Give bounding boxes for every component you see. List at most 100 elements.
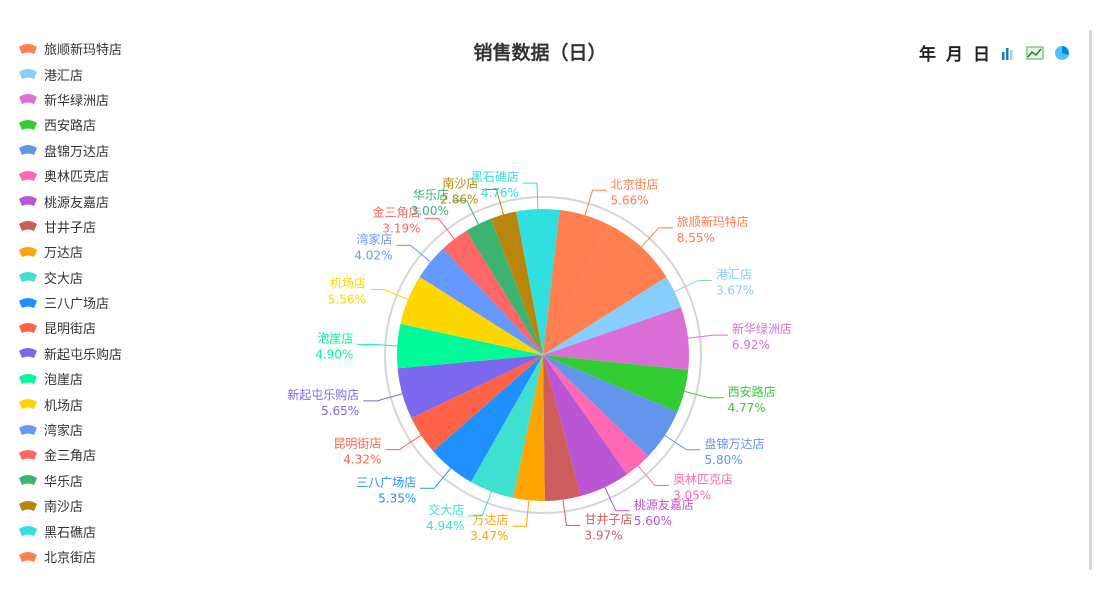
legend-label: 盘锦万达店 <box>44 144 110 160</box>
legend-label: 北京街店 <box>44 551 97 566</box>
pie-slice[interactable] <box>543 276 681 355</box>
scrollbar[interactable] <box>1089 30 1092 570</box>
legend-item[interactable]: 桃源友嘉店 <box>18 188 198 213</box>
pie-slice[interactable] <box>543 355 581 501</box>
slice-percent-label: 3.47% <box>470 529 508 543</box>
pie-slice[interactable] <box>543 355 649 475</box>
legend-swatch <box>19 272 37 283</box>
legend-label: 华乐店 <box>44 474 84 490</box>
pie-slice[interactable] <box>466 218 543 355</box>
legend-label: 新华绿洲店 <box>44 93 110 109</box>
slice-percent-label: 4.32% <box>343 453 381 467</box>
legend-label: 甘井子店 <box>44 220 97 236</box>
day-button[interactable]: 日 <box>973 45 990 65</box>
pie-slice[interactable] <box>543 209 610 355</box>
slice-name-label: 金三角店 <box>372 204 420 219</box>
pie-slice[interactable] <box>543 224 667 355</box>
month-button[interactable]: 月 <box>946 45 963 65</box>
legend-item[interactable]: 甘井子店 <box>18 214 198 239</box>
slice-percent-label: 5.35% <box>378 491 416 505</box>
slice-name-label: 万达店 <box>472 513 508 527</box>
legend-label: 机场店 <box>44 398 84 414</box>
pie-slice[interactable] <box>516 209 560 355</box>
slice-name-label: 北京街店 <box>611 177 659 191</box>
legend-swatch <box>19 119 37 130</box>
pie-slice[interactable] <box>397 355 543 419</box>
pie-slice[interactable] <box>543 355 628 497</box>
slice-percent-label: 3.00% <box>411 204 449 218</box>
legend-item[interactable]: 湾家店 <box>18 417 198 442</box>
pie-chart-icon[interactable] <box>1054 45 1070 61</box>
legend-label: 新起屯乐购店 <box>44 347 123 363</box>
bar-chart-icon[interactable] <box>1000 45 1016 61</box>
slice-percent-label: 3.05% <box>673 489 711 503</box>
legend-item[interactable]: 南沙店 <box>18 493 198 518</box>
slice-percent-label: 3.19% <box>382 221 420 235</box>
label-line <box>468 491 492 517</box>
pie-slice[interactable] <box>443 230 543 355</box>
year-button[interactable]: 年 <box>919 45 936 65</box>
slice-name-label: 盘锦万达店 <box>705 436 765 451</box>
slice-name-label: 三八广场店 <box>356 475 416 489</box>
legend-label: 湾家店 <box>44 424 84 440</box>
slice-percent-label: 8.55% <box>677 231 715 245</box>
legend-item[interactable]: 泡崖店 <box>18 366 198 391</box>
slice-name-label: 机场店 <box>330 277 366 291</box>
legend-label: 金三角店 <box>44 449 97 465</box>
pie-slice[interactable] <box>400 276 543 355</box>
legend-swatch <box>19 43 37 54</box>
legend-item[interactable]: 机场店 <box>18 391 198 416</box>
legend-swatch <box>19 196 37 207</box>
pie-slice[interactable] <box>396 323 543 369</box>
legend-item[interactable]: 昆明街店 <box>18 315 198 340</box>
slice-name-label: 南沙店 <box>442 175 478 190</box>
legend-item[interactable]: 金三角店 <box>18 442 198 467</box>
pie-slice[interactable] <box>543 355 689 413</box>
legend-swatch <box>19 170 37 181</box>
legend-item[interactable]: 旅顺新玛特店 <box>18 36 198 61</box>
legend-swatch <box>19 399 37 410</box>
pie-slice[interactable] <box>490 211 543 355</box>
label-line <box>369 289 409 300</box>
legend-item[interactable]: 西安路店 <box>18 112 198 137</box>
pie-slice[interactable] <box>543 355 678 457</box>
label-line <box>424 217 455 240</box>
pie-outer-ring <box>384 196 702 514</box>
pie-slice[interactable] <box>433 355 543 482</box>
line-chart-icon[interactable] <box>1026 45 1044 61</box>
pie-slice[interactable] <box>543 307 690 370</box>
slice-percent-label: 4.76% <box>481 186 519 200</box>
legend-swatch <box>19 69 37 80</box>
label-line <box>482 188 504 215</box>
pie-slice[interactable] <box>470 355 543 498</box>
chart-title: 销售数据（日） <box>473 42 607 64</box>
pie-slice[interactable] <box>411 355 543 452</box>
legend-item[interactable]: 三八广场店 <box>18 290 198 315</box>
slice-percent-label: 6.92% <box>732 338 770 352</box>
slice-name-label: 泡崖店 <box>317 331 353 345</box>
legend-item[interactable]: 奥林匹克店 <box>18 163 198 188</box>
legend-item[interactable]: 北京街店 <box>18 544 198 569</box>
slice-percent-label: 5.60% <box>634 514 672 528</box>
label-line <box>522 182 539 210</box>
label-line <box>396 244 431 263</box>
slice-percent-label: 2.86% <box>440 192 478 206</box>
slice-name-label: 甘井子店 <box>584 512 632 526</box>
legend-item[interactable]: 盘锦万达店 <box>18 138 198 163</box>
pie-slice[interactable] <box>513 355 545 502</box>
legend-label: 南沙店 <box>44 500 84 516</box>
legend-item[interactable]: 万达店 <box>18 239 198 264</box>
legend-swatch <box>19 94 37 105</box>
legend-item[interactable]: 华乐店 <box>18 468 198 493</box>
pie-slice[interactable] <box>419 248 543 355</box>
legend-item[interactable]: 黑石礁店 <box>18 518 198 543</box>
legend-item[interactable]: 港汇店 <box>18 61 198 86</box>
legend-label: 黑石礁店 <box>44 525 97 541</box>
label-line <box>687 334 728 339</box>
legend-item[interactable]: 新起屯乐购店 <box>18 341 198 366</box>
label-line <box>637 465 670 487</box>
legend-item[interactable]: 新华绿洲店 <box>18 87 198 112</box>
legend-item[interactable]: 交大店 <box>18 265 198 290</box>
